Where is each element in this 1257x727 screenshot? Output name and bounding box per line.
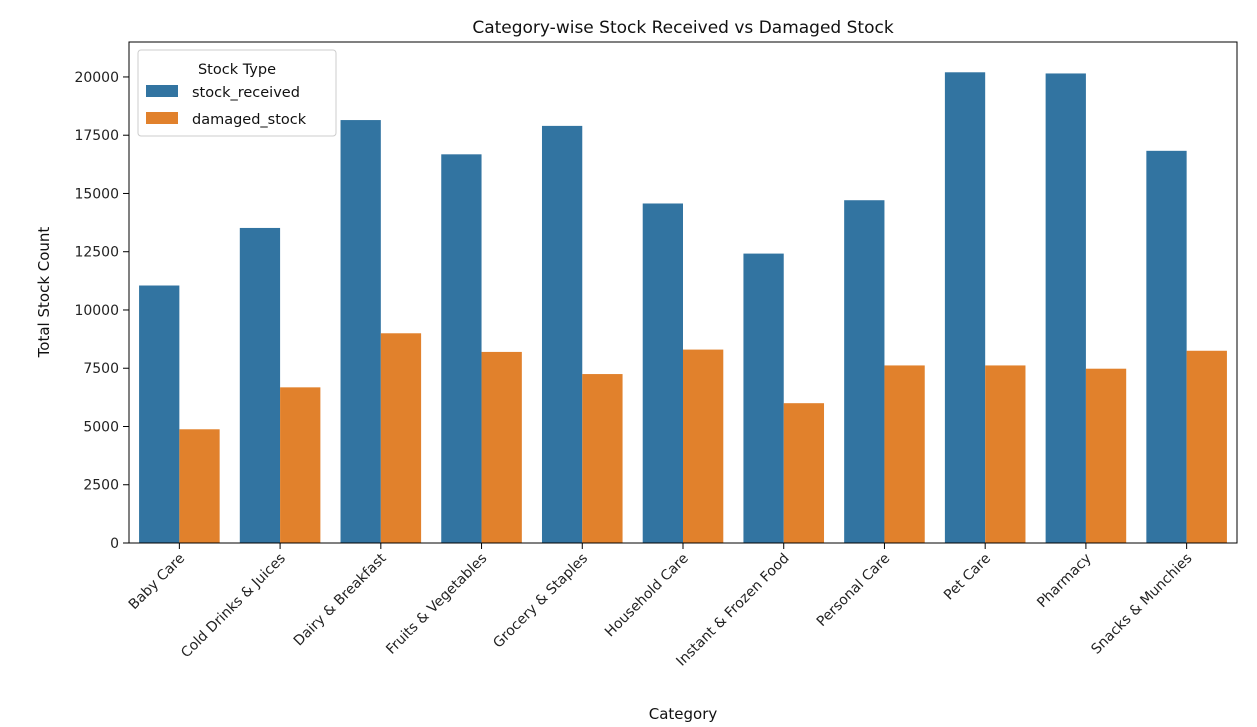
x-axis-label: Category: [649, 705, 718, 723]
x-tick-label-6: Instant & Frozen Food: [673, 551, 792, 670]
y-tick-label-6: 15000: [74, 186, 119, 202]
legend-title: Stock Type: [198, 62, 276, 78]
x-tick-label-0: Baby Care: [126, 551, 188, 613]
y-tick-label-4: 10000: [74, 303, 119, 319]
bar-damaged-stock-5: [683, 349, 724, 543]
bar-stock-received-5: [642, 203, 683, 544]
bar-stock-received-9: [1045, 73, 1086, 544]
x-tick-label-2: Dairy & Breakfast: [291, 550, 390, 649]
bar-damaged-stock-2: [380, 333, 422, 543]
legend-label-damaged-stock: damaged_stock: [192, 112, 307, 128]
y-tick-label-3: 7500: [83, 361, 119, 377]
legend-swatch-stock-received: [146, 85, 178, 97]
bar-stock-received-4: [541, 125, 583, 543]
x-tick-label-10: Snacks & Munchies: [1088, 551, 1195, 658]
bar-damaged-stock-1: [280, 387, 321, 543]
x-tick-label-4: Grocery & Staples: [490, 551, 591, 652]
y-tick-label-8: 20000: [74, 70, 119, 86]
x-tick-label-8: Pet Care: [941, 551, 994, 604]
y-axis: 0 2500 5000 7500 10000 12500 15000 17500 20000: [74, 70, 129, 552]
bar-damaged-stock-7: [884, 365, 925, 543]
bar-stock-received-7: [844, 200, 885, 543]
bar-damaged-stock-4: [582, 374, 623, 543]
legend-box: [137, 49, 337, 137]
bar-stock-received-0: [139, 285, 180, 543]
bar-stock-received-2: [340, 120, 381, 543]
bar-stock-received-1: [239, 227, 281, 543]
x-tick-label-5: Household Care: [602, 551, 692, 641]
bar-damaged-stock-10: [1186, 350, 1227, 543]
x-tick-label-9: Pharmacy: [1034, 551, 1095, 612]
x-tick-label-1: Cold Drinks & Juices: [178, 551, 289, 662]
bar-damaged-stock-0: [179, 429, 220, 543]
legend-swatch-damaged-stock: [146, 112, 178, 124]
legend-label-stock-received: stock_received: [192, 85, 300, 101]
x-tick-label-3: Fruits & Vegetables: [383, 551, 490, 658]
bar-stock-received-3: [441, 154, 482, 543]
y-axis-label: Total Stock Count: [35, 227, 53, 359]
legend: Stock Type stock_received damaged_stock: [137, 49, 337, 137]
bar-stock-received-8: [944, 72, 986, 543]
plot-frame: [128, 41, 1238, 544]
y-tick-label-5: 12500: [74, 245, 119, 261]
y-tick-label-7: 17500: [74, 128, 119, 144]
x-tick-label-7: Personal Care: [814, 551, 893, 630]
y-tick-label-2: 5000: [83, 419, 119, 435]
bar-stock-received-6: [743, 253, 784, 543]
bar-stock-received-10: [1146, 150, 1187, 543]
bar-damaged-stock-6: [783, 403, 825, 543]
y-tick-label-1: 2500: [83, 478, 119, 494]
chart-title: Category-wise Stock Received vs Damaged …: [472, 18, 893, 38]
y-tick-label-0: 0: [110, 536, 119, 552]
bar-damaged-stock-8: [985, 365, 1026, 543]
bar-damaged-stock-9: [1085, 368, 1127, 543]
bar-damaged-stock-3: [481, 351, 522, 543]
bars-group: [139, 72, 1227, 544]
